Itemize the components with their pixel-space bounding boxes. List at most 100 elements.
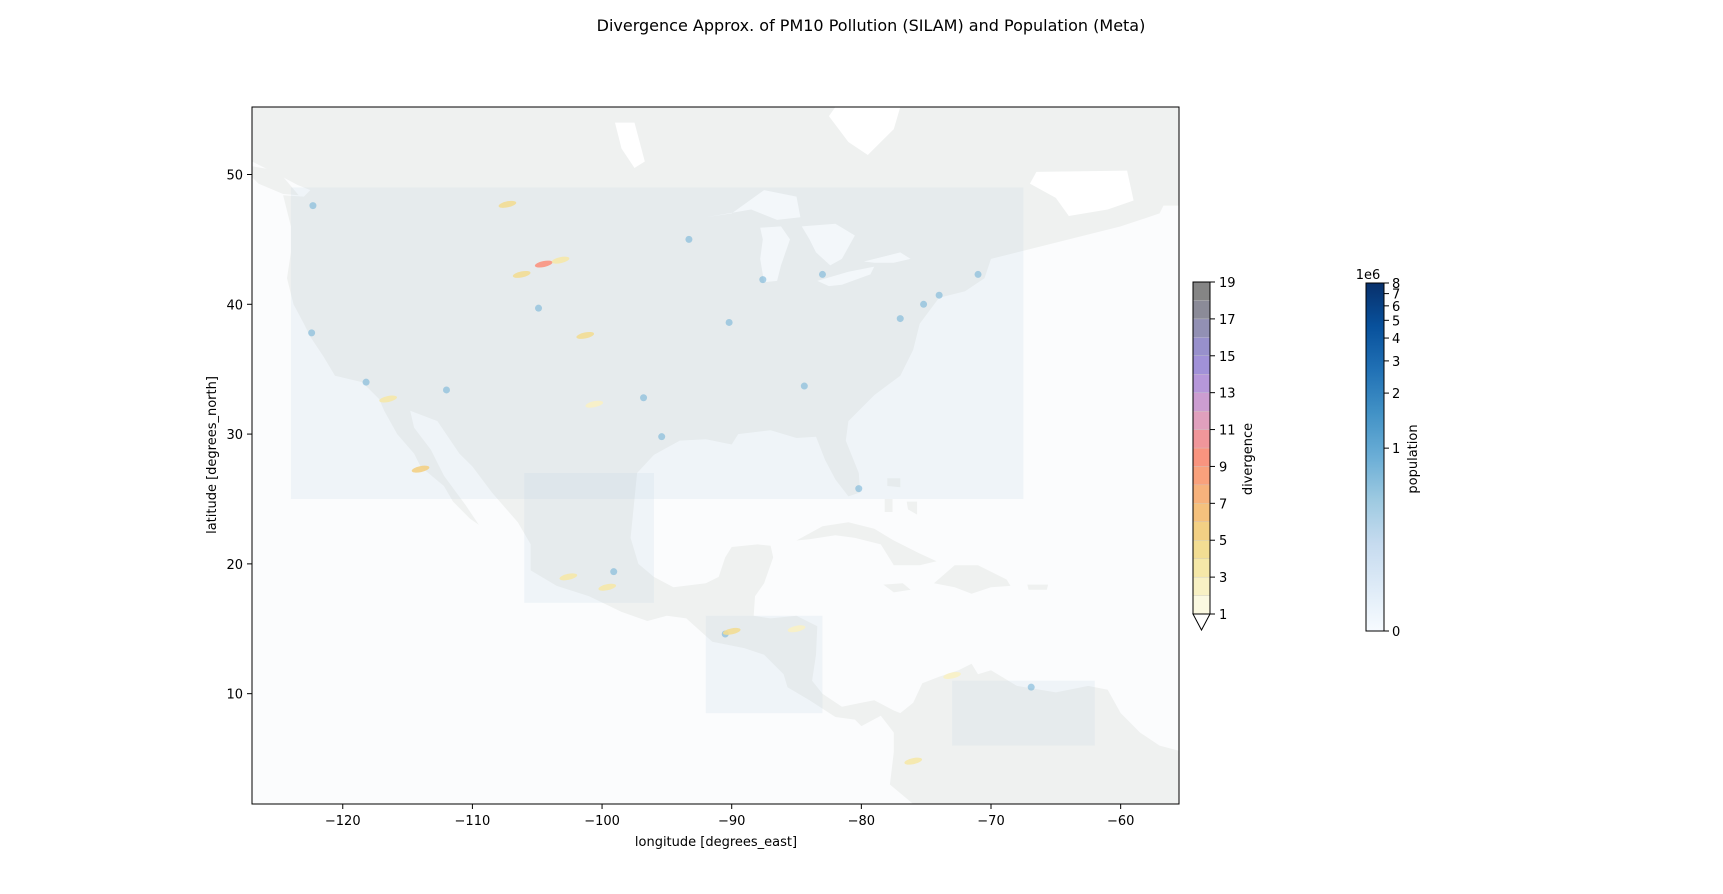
divergence-hotspot xyxy=(904,757,923,765)
gulf-st-lawrence xyxy=(1029,170,1134,216)
y-axis: 10 20 30 40 50 xyxy=(226,168,252,703)
population-mexico xyxy=(524,473,654,603)
divergence-colorbar-segment xyxy=(1192,374,1211,393)
divergence-colorbar-segment xyxy=(1192,576,1211,596)
lake-superior xyxy=(705,190,801,220)
divergence-hotspot xyxy=(559,573,578,581)
population-tick-label: 2 xyxy=(1392,387,1400,402)
divergence-hotspot xyxy=(411,465,430,473)
divergence-tick-label: 9 xyxy=(1219,460,1227,475)
divergence-colorbar-segment xyxy=(1192,503,1211,522)
cuba xyxy=(796,522,937,566)
map-frame xyxy=(251,106,1180,805)
divergence-colorbar-segment xyxy=(1192,281,1211,301)
x-tick-label: −90 xyxy=(718,814,745,829)
vancouver-island xyxy=(252,166,299,196)
divergence-tick-label: 1 xyxy=(1219,608,1227,623)
divergence-hotspot xyxy=(722,627,741,635)
divergence-colorbar-segment xyxy=(1192,447,1211,467)
population-tick-label: 6 xyxy=(1392,300,1400,315)
population-hotspot xyxy=(658,433,666,441)
divergence-colorbar-frame xyxy=(1192,281,1211,615)
population-tick-label: 3 xyxy=(1392,355,1400,370)
divergence-hotspots xyxy=(379,200,961,765)
divergence-colorbar-segment xyxy=(1192,318,1211,338)
x-axis: −120 −110 −100 −90 −80 −70 −60 xyxy=(325,804,1134,829)
divergence-tick-label: 17 xyxy=(1219,313,1236,328)
divergence-hotspot xyxy=(585,400,604,408)
population-tick-label: 8 xyxy=(1392,277,1400,292)
divergence-hotspot xyxy=(576,331,595,339)
population-hotspot xyxy=(896,315,904,323)
chart-title: Divergence Approx. of PM10 Pollution (SI… xyxy=(597,16,1146,35)
population-hotspot xyxy=(935,291,943,299)
x-tick-label: −70 xyxy=(977,814,1004,829)
x-tick-label: −120 xyxy=(325,814,361,829)
x-tick-label: −60 xyxy=(1107,814,1134,829)
x-axis-label: longitude [degrees_east] xyxy=(635,835,797,850)
divergence-colorbar-label: divergence xyxy=(1241,423,1256,495)
divergence-colorbar-segment xyxy=(1192,558,1211,578)
population-hotspot xyxy=(308,329,316,337)
population-hotspot xyxy=(610,568,618,576)
divergence-tick-label: 5 xyxy=(1219,534,1227,549)
divergence-tick-label: 13 xyxy=(1219,387,1236,402)
divergence-colorbar-segment xyxy=(1192,355,1211,375)
north-america-land xyxy=(252,107,1179,804)
divergence-colorbar-segment xyxy=(1192,521,1211,541)
x-tick-label: −80 xyxy=(848,814,875,829)
population-hotspot xyxy=(920,300,928,308)
population-hotspot xyxy=(974,270,982,278)
bahamas-b xyxy=(884,499,893,512)
population-colorbar-gradient xyxy=(1365,282,1385,632)
y-tick-label: 50 xyxy=(226,168,243,183)
hudson-bay xyxy=(828,107,901,155)
divergence-hotspot xyxy=(787,625,806,633)
population-hotspot xyxy=(1027,683,1035,691)
population-colorbar-label: population xyxy=(1406,424,1421,493)
divergence-tick-label: 19 xyxy=(1219,276,1236,291)
population-tick-label: 7 xyxy=(1392,288,1400,303)
population-hotspot xyxy=(362,378,370,386)
lake-huron xyxy=(801,223,855,266)
divergence-hotspot xyxy=(498,200,517,208)
y-tick-label: 40 xyxy=(226,298,243,313)
divergence-hotspot xyxy=(379,395,397,403)
population-tick-label: 1 xyxy=(1392,442,1400,457)
bahamas-c xyxy=(906,501,918,515)
y-tick-label: 10 xyxy=(226,688,243,703)
x-tick-label: −110 xyxy=(455,814,491,829)
population-tick-label: 0 xyxy=(1392,625,1400,640)
newfoundland xyxy=(1127,153,1179,206)
map-area xyxy=(252,107,1179,804)
puerto-rico xyxy=(1027,584,1049,590)
divergence-colorbar-segment xyxy=(1192,484,1211,504)
divergence-colorbar-segment xyxy=(1192,429,1211,449)
divergence-tick-label: 3 xyxy=(1219,571,1227,586)
population-hotspot xyxy=(759,276,767,284)
divergence-colorbar-segment xyxy=(1192,337,1211,356)
population-hotspot xyxy=(685,235,693,243)
divergence-hotspot xyxy=(598,583,617,591)
land-layer xyxy=(252,107,1179,804)
population-hotspot xyxy=(535,304,543,312)
jamaica xyxy=(883,583,911,593)
lake-erie xyxy=(817,266,875,287)
divergence-hotspot xyxy=(534,260,553,268)
divergence-colorbar-segment xyxy=(1192,595,1211,615)
population-hotspot xyxy=(442,386,450,394)
population-layer xyxy=(290,187,1095,746)
divergence-colorbar-segment xyxy=(1192,410,1211,430)
hispaniola xyxy=(934,565,1011,594)
x-tick-label: −100 xyxy=(584,814,620,829)
divergence-colorbar-segment xyxy=(1192,540,1211,559)
divergence-colorbar-segment xyxy=(1192,466,1211,486)
lake-ontario xyxy=(863,252,911,263)
population-hotspot xyxy=(725,318,733,326)
divergence-hotspot xyxy=(943,672,961,679)
population-venezuela xyxy=(952,680,1095,746)
divergence-tick-label: 11 xyxy=(1219,424,1236,439)
